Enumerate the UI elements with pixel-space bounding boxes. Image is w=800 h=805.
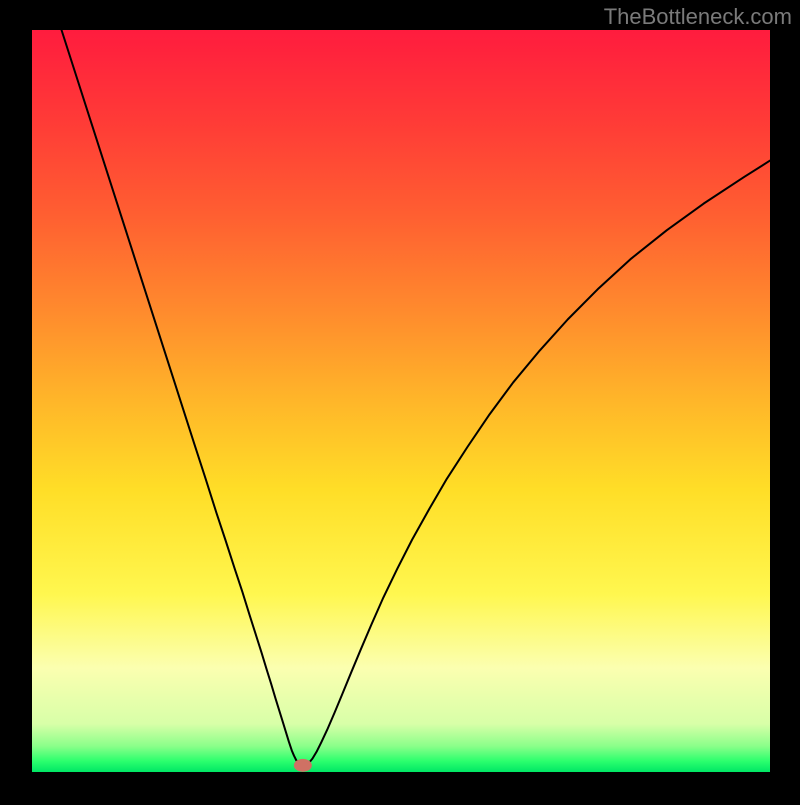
plot-background bbox=[32, 30, 770, 772]
chart-svg bbox=[0, 0, 800, 800]
watermark-text: TheBottleneck.com bbox=[604, 4, 792, 30]
bottleneck-chart bbox=[0, 0, 800, 800]
